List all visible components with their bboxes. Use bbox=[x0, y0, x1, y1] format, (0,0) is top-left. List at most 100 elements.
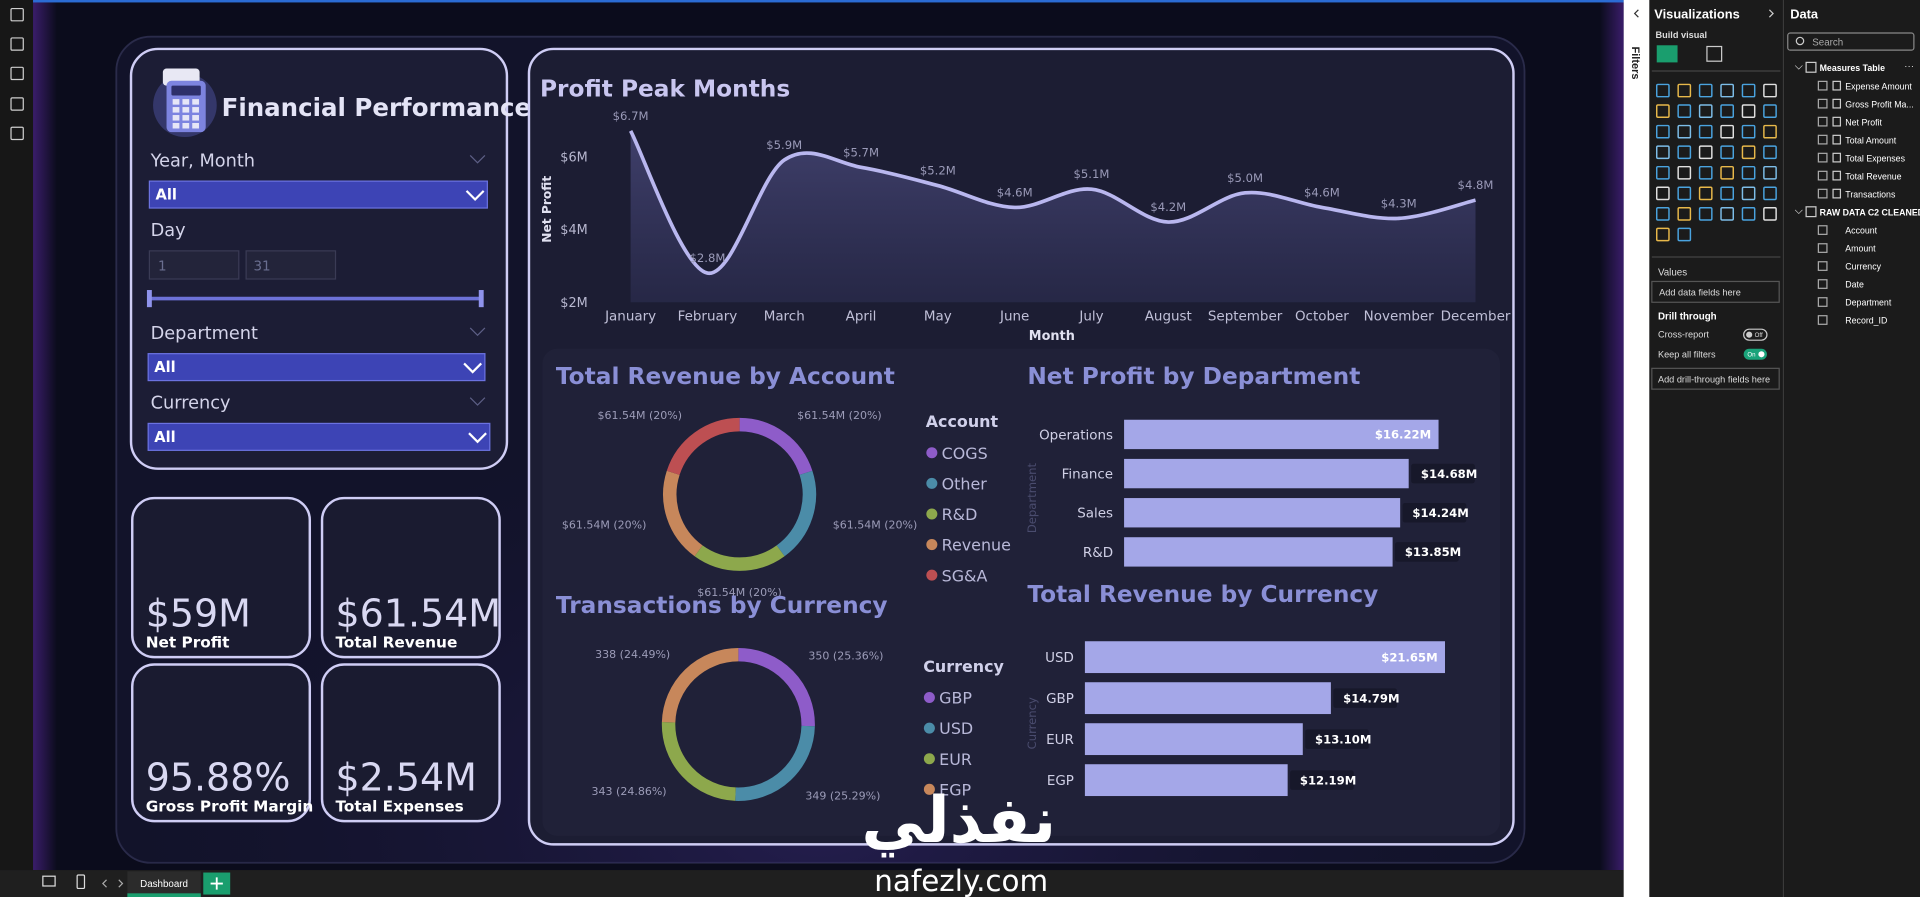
field-name[interactable]: Expense Amount bbox=[1845, 81, 1912, 91]
visual-type-icon[interactable] bbox=[1763, 104, 1777, 118]
day-slider-handle[interactable] bbox=[478, 290, 484, 308]
field-checkbox[interactable] bbox=[1817, 243, 1828, 253]
visual-type-icon[interactable] bbox=[1763, 207, 1777, 221]
page-tab[interactable]: Dashboard bbox=[127, 871, 201, 897]
left-rail bbox=[0, 0, 34, 871]
field-name[interactable]: Currency bbox=[1845, 262, 1881, 272]
visual-type-icon[interactable] bbox=[1763, 124, 1777, 139]
slicer-dropdown[interactable]: All bbox=[147, 353, 486, 382]
build-visual-icon[interactable] bbox=[1656, 45, 1678, 63]
visual-type-icon[interactable] bbox=[1763, 83, 1777, 98]
visual-type-icon[interactable] bbox=[1741, 124, 1756, 139]
field-checkbox[interactable] bbox=[1817, 80, 1828, 91]
visual-type-icon[interactable] bbox=[1677, 83, 1692, 98]
field-checkbox[interactable] bbox=[1817, 170, 1828, 181]
field-name[interactable]: Department bbox=[1845, 298, 1892, 308]
visual-type-icon[interactable] bbox=[1656, 207, 1670, 221]
day-slider-handle[interactable] bbox=[146, 290, 152, 308]
day-to-box[interactable] bbox=[245, 250, 337, 280]
data-label: $14.24M bbox=[1412, 506, 1468, 520]
keep-filters-toggle[interactable]: On bbox=[1743, 348, 1767, 360]
day-from-box[interactable] bbox=[148, 250, 240, 280]
slicer-dropdown[interactable]: All bbox=[147, 422, 491, 451]
field-name[interactable]: Account bbox=[1845, 226, 1877, 236]
visual-type-icon[interactable] bbox=[1720, 104, 1734, 118]
visual-type-icon[interactable] bbox=[1677, 145, 1692, 160]
legend-title: Currency bbox=[923, 657, 1004, 676]
field-name[interactable]: Record_ID bbox=[1845, 316, 1887, 326]
visual-type-icon[interactable] bbox=[1677, 104, 1692, 118]
field-checkbox[interactable] bbox=[1817, 116, 1828, 127]
dashboard-title: Financial Performance bbox=[222, 93, 532, 122]
visual-type-icon[interactable] bbox=[1763, 145, 1777, 160]
format-visual-icon[interactable] bbox=[1706, 45, 1723, 62]
next-page-icon bbox=[118, 879, 124, 888]
data-label: $4.3M bbox=[1381, 196, 1417, 210]
visual-type-icon[interactable] bbox=[1698, 104, 1713, 118]
visual-type-icon[interactable] bbox=[1698, 145, 1713, 160]
logo-key bbox=[172, 99, 180, 105]
add-page-button[interactable] bbox=[203, 872, 231, 895]
visual-type-icon[interactable] bbox=[1656, 227, 1670, 242]
visual-type-icon[interactable] bbox=[1720, 186, 1734, 201]
visual-type-icon[interactable] bbox=[1656, 186, 1670, 201]
cross-report-toggle[interactable]: Off bbox=[1743, 328, 1768, 341]
visual-type-icon[interactable] bbox=[1720, 83, 1734, 98]
field-checkbox[interactable] bbox=[1817, 261, 1828, 271]
search-box[interactable]: Search bbox=[1787, 32, 1915, 51]
table-name: RAW DATA C2 CLEANED bbox=[1820, 207, 1920, 217]
visual-type-icon[interactable] bbox=[1741, 165, 1756, 180]
field-checkbox[interactable] bbox=[1817, 297, 1828, 307]
field-name[interactable]: Total Expenses bbox=[1845, 153, 1905, 163]
visual-type-icon[interactable] bbox=[1677, 124, 1692, 139]
visual-type-icon[interactable] bbox=[1720, 124, 1734, 139]
field-name[interactable]: Date bbox=[1845, 280, 1864, 290]
visual-type-icon[interactable] bbox=[1720, 207, 1734, 221]
visual-type-icon[interactable] bbox=[1656, 165, 1670, 180]
visual-type-icon[interactable] bbox=[1698, 207, 1713, 221]
field-checkbox[interactable] bbox=[1817, 279, 1828, 289]
visual-type-icon[interactable] bbox=[1741, 207, 1756, 221]
donut-segment bbox=[663, 470, 703, 557]
field-checkbox[interactable] bbox=[1817, 152, 1828, 163]
visual-type-icon[interactable] bbox=[1741, 83, 1756, 98]
field-checkbox[interactable] bbox=[1817, 188, 1828, 199]
field-checkbox[interactable] bbox=[1817, 134, 1828, 145]
field-checkbox[interactable] bbox=[1817, 225, 1828, 235]
slicer-dropdown[interactable]: All bbox=[148, 180, 488, 209]
visual-type-icon[interactable] bbox=[1698, 186, 1713, 201]
visual-type-icon[interactable] bbox=[1656, 83, 1670, 98]
legend-marker bbox=[926, 447, 938, 459]
field-name[interactable]: Gross Profit Ma... bbox=[1845, 99, 1913, 109]
field-name[interactable]: Total Revenue bbox=[1845, 171, 1901, 181]
visual-type-icon[interactable] bbox=[1720, 145, 1734, 160]
visual-type-icon[interactable] bbox=[1677, 207, 1692, 221]
field-name[interactable]: Transactions bbox=[1845, 189, 1896, 199]
visual-type-icon[interactable] bbox=[1741, 186, 1756, 201]
field-name[interactable]: Amount bbox=[1845, 244, 1876, 254]
visual-type-icon[interactable] bbox=[1698, 124, 1713, 139]
visual-type-icon[interactable] bbox=[1677, 165, 1692, 180]
visual-type-icon[interactable] bbox=[1741, 104, 1756, 118]
dropdown-chevron bbox=[463, 362, 483, 374]
visual-type-icon[interactable] bbox=[1656, 145, 1670, 160]
visual-type-icon[interactable] bbox=[1677, 186, 1692, 201]
chart-title: Total Revenue by Currency bbox=[1027, 581, 1378, 608]
visual-type-icon[interactable] bbox=[1720, 165, 1734, 180]
values-well bbox=[1651, 280, 1780, 303]
visual-type-icon[interactable] bbox=[1677, 227, 1692, 242]
toggle-knob bbox=[1758, 351, 1765, 358]
field-name[interactable]: Net Profit bbox=[1845, 117, 1882, 127]
visual-type-icon[interactable] bbox=[1698, 83, 1713, 98]
visual-type-icon[interactable] bbox=[1763, 165, 1777, 180]
field-name[interactable]: Total Amount bbox=[1845, 135, 1896, 145]
visual-type-icon[interactable] bbox=[1656, 104, 1670, 118]
field-checkbox[interactable] bbox=[1817, 315, 1828, 325]
visual-type-icon[interactable] bbox=[1656, 124, 1670, 139]
visual-type-icon[interactable] bbox=[1763, 186, 1777, 201]
field-checkbox[interactable] bbox=[1817, 98, 1828, 109]
visual-type-icon[interactable] bbox=[1698, 165, 1713, 180]
visual-type-icon[interactable] bbox=[1741, 145, 1756, 160]
legend-marker bbox=[926, 508, 938, 520]
logo-key bbox=[192, 122, 199, 129]
